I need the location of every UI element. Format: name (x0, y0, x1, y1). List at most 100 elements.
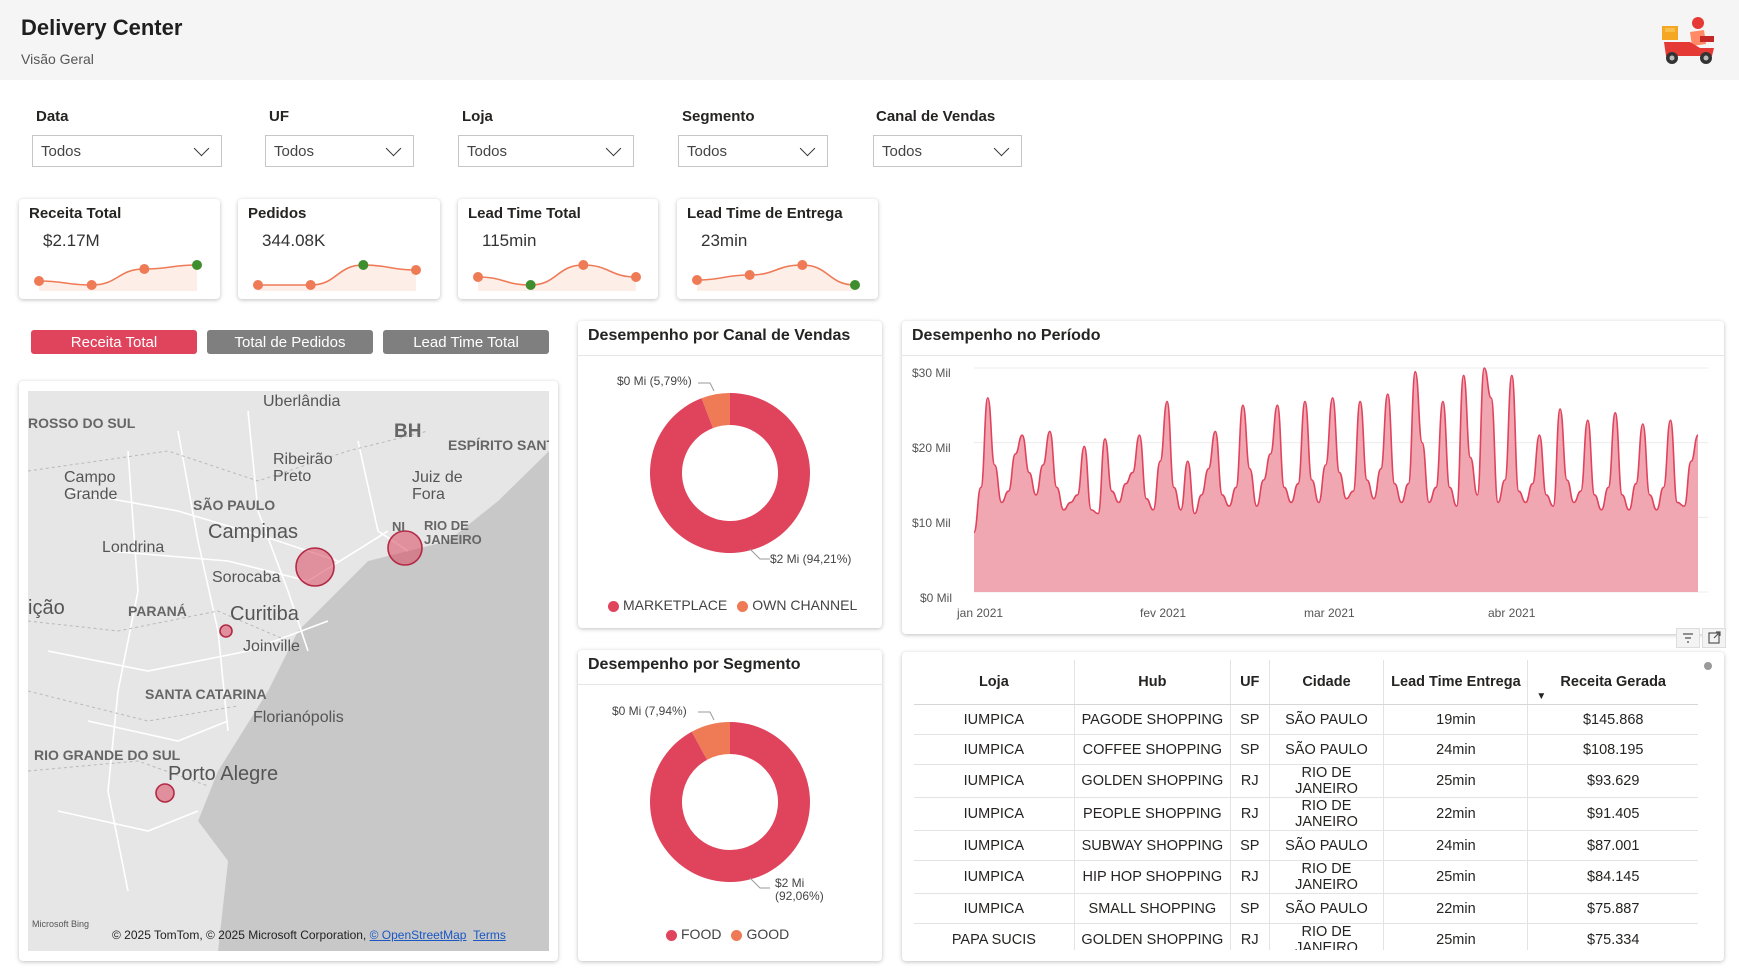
kpi-value: 23min (701, 231, 748, 250)
kpi-sparkline (253, 260, 421, 291)
column-header[interactable]: Hub (1074, 660, 1231, 705)
chevron-down-icon (993, 140, 1010, 157)
y-tick-label: $20 Mil (912, 441, 951, 455)
table-cell: RJ (1230, 764, 1270, 798)
donut-slice-food[interactable] (650, 722, 810, 882)
kpi-title: Pedidos (248, 205, 307, 222)
kpi-sparkline (692, 260, 860, 291)
table-row[interactable]: IUMPICA PEOPLE SHOPPING RJ RIO DE JANEIRO 22… (914, 797, 1698, 831)
table-cell: 19min (1383, 704, 1529, 735)
table-row[interactable]: IUMPICA HIP HOP SHOPPING RJ RIO DE JANEIRO 2… (914, 860, 1698, 894)
toggle-total-pedidos-button[interactable]: Total de Pedidos (207, 330, 373, 354)
sparkline-line (258, 264, 417, 286)
sparkline-point (797, 260, 808, 270)
filter-uf-label: UF (269, 108, 289, 125)
map-region-label: PARANÁ (128, 603, 187, 619)
sparkline-line (477, 264, 637, 286)
table-cell: $93.629 (1527, 764, 1698, 798)
leader-line (749, 548, 770, 560)
map-region-label: ESPÍRITO SANT (448, 437, 549, 453)
table-cell: PEOPLE SHOPPING (1074, 797, 1231, 831)
page-subtitle: Visão Geral (21, 51, 94, 67)
table-panel: Loja Hub UF Cidade Lead Time Entrega Rec… (902, 652, 1724, 961)
column-header[interactable]: UF (1230, 660, 1270, 705)
divider (578, 684, 882, 685)
table-row[interactable]: IUMPICA SUBWAY SHOPPING SP SÃO PAULO 24min $8… (914, 830, 1698, 861)
leader-line (749, 877, 770, 889)
table-cell: COFFEE SHOPPING (1074, 734, 1231, 765)
leader-line (698, 382, 715, 392)
terms-link[interactable]: Terms (473, 928, 506, 942)
toggle-lead-time-total-button[interactable]: Lead Time Total (383, 330, 549, 354)
table-cell: SP (1230, 830, 1270, 861)
filter-uf-dropdown[interactable]: Todos (265, 135, 414, 167)
kpi-value: 115min (482, 231, 537, 250)
donut-chart-segmento[interactable] (578, 650, 882, 950)
table-cell: SÃO PAULO (1269, 704, 1385, 735)
map-city-label: BH (394, 421, 422, 442)
filter-icon[interactable] (1676, 628, 1700, 648)
column-header[interactable]: Loja (914, 660, 1075, 705)
filter-canal-dropdown[interactable]: Todos (873, 135, 1022, 167)
table-cell: PAPA SUCIS (914, 923, 1075, 950)
toggle-receita-total-button[interactable]: Receita Total (31, 330, 197, 354)
bing-logo: Microsoft Bing (32, 919, 90, 929)
sparkline-point (692, 275, 702, 285)
legend-item-good[interactable]: GOOD (731, 926, 789, 942)
kpi-card-lead-time-total[interactable]: Lead Time Total 115min (458, 199, 658, 299)
legend: FOOD GOOD (666, 926, 789, 942)
sparkline-point (139, 264, 150, 274)
column-header-sorted[interactable]: Receita Gerada ▼ (1527, 660, 1698, 705)
table-cell: 24min (1383, 734, 1529, 765)
table-cell: SÃO PAULO (1269, 830, 1385, 861)
table-row[interactable]: IUMPICA GOLDEN SHOPPING RJ RIO DE JANEIRO 25… (914, 764, 1698, 798)
donut-label-small: $0 Mi (7,94%) (612, 704, 687, 718)
legend-item-own-channel[interactable]: OWN CHANNEL (737, 597, 857, 613)
map-attribution-text: © 2025 TomTom, © 2025 Microsoft Corporat… (112, 928, 367, 942)
y-tick-label: $30 Mil (912, 366, 951, 380)
map-region-label: RIO GRANDE DO SUL (34, 747, 181, 763)
scrollbar-thumb[interactable] (1704, 662, 1712, 670)
legend-item-marketplace[interactable]: MARKETPLACE (608, 597, 727, 613)
donut-slice-own-channel[interactable] (701, 393, 730, 429)
filter-loja-dropdown[interactable]: Todos (458, 135, 634, 167)
donut-slice-good[interactable] (691, 722, 730, 760)
y-tick-label: $10 Mil (912, 516, 951, 530)
kpi-card-pedidos[interactable]: Pedidos 344.08K (238, 199, 440, 299)
column-header[interactable]: Cidade (1269, 660, 1385, 705)
map-region-label: NI (392, 519, 405, 534)
sparkline-point (305, 280, 316, 290)
focus-mode-icon[interactable] (1702, 628, 1726, 648)
area-line[interactable] (973, 367, 1699, 534)
donut-label-large: $2 Mi (775, 876, 805, 890)
filter-data-dropdown[interactable]: Todos (32, 135, 222, 167)
map-city-label: Joinville (243, 638, 300, 655)
donut-slice-marketplace[interactable] (650, 393, 810, 553)
table-cell: RIO DE JANEIRO (1269, 860, 1385, 894)
table-row[interactable]: PAPA SUCIS GOLDEN SHOPPING RJ RIO DE JANEIR… (914, 923, 1698, 950)
openstreetmap-link[interactable]: © OpenStreetMap (369, 928, 467, 942)
map-region-label: RIO DE JANEIRO (424, 518, 482, 547)
chevron-down-icon (799, 140, 816, 157)
sparkline-area (697, 265, 855, 291)
table-row[interactable]: IUMPICA SMALL SHOPPING SP SÃO PAULO 22min $75… (914, 893, 1698, 924)
table-cell: RIO DE JANEIRO (1269, 923, 1385, 950)
map-city-label: ição (28, 597, 65, 619)
table-cell: 25min (1383, 860, 1529, 894)
donut-chart-canal[interactable] (578, 321, 882, 621)
legend-item-food[interactable]: FOOD (666, 926, 721, 942)
kpi-card-lead-time-entrega[interactable]: Lead Time de Entrega 23min (677, 199, 878, 299)
table-cell: $75.334 (1527, 923, 1698, 950)
kpi-card-receita[interactable]: Receita Total $2.17M (19, 199, 220, 299)
table-cell: IUMPICA (914, 830, 1075, 861)
map-canvas[interactable]: ROSSO DO SUL SÃO PAULO PARANÁ SANTA CATA… (28, 391, 549, 951)
table-row[interactable]: IUMPICA COFFEE SHOPPING SP SÃO PAULO 24min $1… (914, 734, 1698, 765)
filter-segmento-dropdown[interactable]: Todos (678, 135, 828, 167)
sparkline-area (258, 265, 416, 291)
table-scroll-area[interactable]: Loja Hub UF Cidade Lead Time Entrega Rec… (914, 660, 1698, 950)
column-header[interactable]: Lead Time Entrega (1383, 660, 1529, 705)
table-row[interactable]: IUMPICA PAGODE SHOPPING SP SÃO PAULO 19min $1… (914, 704, 1698, 735)
sparkline-point (850, 280, 860, 290)
area-chart-periodo[interactable] (902, 321, 1724, 634)
table-cell: 25min (1383, 923, 1529, 950)
